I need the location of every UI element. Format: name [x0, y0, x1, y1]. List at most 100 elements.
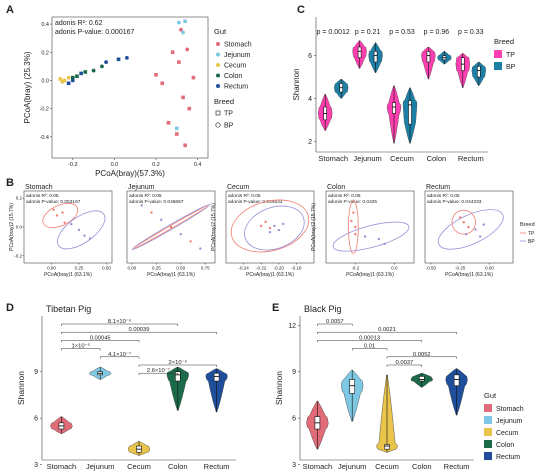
box-colon-box: [418, 376, 425, 382]
panel-e-violin: 3 6 9 12 Shannon Black Pig Stomach Jejunum Cecum…: [274, 304, 524, 471]
ellipse-tp: [133, 205, 209, 249]
adonis-pvalue: adonis P-value: 0.044333: [427, 199, 482, 205]
y-tick-label: 2: [308, 139, 312, 146]
point-tp: [52, 208, 55, 211]
point-tp: [264, 220, 267, 224]
point-stomach: [175, 132, 179, 136]
x-tick-label: Cecum: [390, 154, 414, 163]
legend-title: Breed: [494, 37, 514, 46]
box-rectum-box: [453, 374, 460, 386]
legend-swatch: [216, 73, 220, 78]
sig-bracket: [138, 372, 179, 376]
x-tick-label: 0.50: [176, 266, 185, 271]
point-tp: [268, 226, 272, 230]
point-bp: [377, 237, 380, 241]
y-axis-label: PCoA(bray)2 (15.7%): [9, 203, 15, 251]
point-cecum: [60, 79, 65, 84]
y-axis-label: PCoA(bray)2 (15.7%): [311, 203, 317, 251]
point-bp: [199, 247, 202, 250]
legend-swatch: [216, 84, 220, 88]
x-tick-label: Colon: [412, 462, 432, 471]
sig-bracket: [386, 356, 457, 359]
legend-tp-swatch: [494, 50, 502, 58]
panel-c-violin: 2 4 6 Shannon Stomach p = 0.0012 Jejunum p = 0.…: [292, 17, 516, 163]
point-bp: [77, 228, 81, 232]
plot-frame: [126, 190, 216, 264]
legend-label: Cecum: [224, 63, 246, 70]
y-tick-label: 4: [308, 96, 312, 103]
sig-bracket-label: 0.00039: [129, 327, 150, 333]
box-rectum-box: [213, 372, 220, 382]
legend-label: BP: [528, 239, 535, 245]
sig-bracket: [99, 356, 140, 359]
point-colon: [83, 70, 88, 74]
sig-bracket-label: 0.0052: [413, 352, 431, 358]
y-tick-label: 6: [292, 416, 296, 423]
legend-label: TP: [528, 231, 535, 237]
x-tick-label: 0.0: [111, 162, 119, 168]
x-tick-label: 0.25: [152, 266, 161, 271]
point-tp: [459, 216, 462, 219]
point-bp: [88, 237, 92, 240]
x-axis-label: PCoA(bray)1 (63.1%): [346, 272, 394, 278]
legend-swatch: [216, 63, 220, 67]
box-jejunum-box: [349, 379, 356, 394]
panel-label-e: E: [272, 302, 279, 314]
pvalue-label: p = 0.96: [424, 29, 450, 36]
plot-frame: [225, 190, 315, 264]
x-tick-label: -0.18: [291, 266, 302, 271]
point-colon: [75, 74, 79, 79]
panel-label-c: C: [297, 4, 305, 16]
legend-label: Colon: [496, 442, 514, 449]
box-tp-box: [357, 46, 362, 59]
x-tick-label: -0.24: [238, 266, 249, 271]
y-axis-label: Shannon: [274, 371, 284, 405]
subplot-title: Jejunum: [128, 184, 155, 191]
plot-frame: [325, 190, 415, 264]
adonis-r2: adonis R²: 0.05: [328, 193, 361, 199]
point-bp: [268, 230, 272, 234]
point-jejunum: [175, 126, 179, 131]
legend-title: Breed: [520, 222, 535, 228]
x-tick-label: -0.22: [256, 266, 267, 271]
sig-bracket: [61, 348, 101, 351]
point-tp: [61, 211, 64, 214]
point-bp: [179, 233, 182, 236]
y-axis-label: PCoA(bray) (25.3%): [23, 51, 32, 123]
y-tick-label: 6: [34, 416, 38, 423]
legend-swatch: [484, 404, 492, 412]
sig-bracket-label: 0.0021: [378, 327, 396, 333]
point-stomach: [183, 143, 187, 148]
point-rectum: [66, 81, 71, 86]
point-colon: [91, 68, 96, 73]
panel-label-a: A: [6, 4, 14, 16]
sig-bracket-label: 4.1×10⁻⁷: [108, 351, 131, 358]
point-rectum: [104, 60, 108, 65]
point-jejunum: [176, 20, 181, 25]
x-tick-label: 0.4: [194, 162, 202, 168]
legend-swatch: [484, 452, 492, 460]
sig-bracket-label: 8.1×10⁻⁶: [108, 318, 132, 325]
point-bp: [83, 234, 86, 237]
point-stomach: [185, 47, 190, 52]
subplot-title: Cecum: [227, 184, 249, 191]
x-tick-label: Rectum: [458, 154, 484, 163]
legend-label: Stomach: [496, 406, 524, 413]
x-tick-label: 0.25: [75, 266, 84, 271]
box-tp-box: [426, 50, 431, 63]
y-tick-label: 0.0: [41, 78, 49, 84]
adonis-r2: adonis R²: 0.05: [26, 193, 59, 199]
ellipse-tp: [348, 200, 359, 254]
x-tick-label: Jejunum: [353, 154, 381, 163]
y-tick-label: 0.0: [16, 225, 23, 230]
y-tick-label: 9: [292, 369, 296, 376]
sig-bracket-label: 0.01: [364, 344, 375, 350]
adonis-r2: adonis R²: 0.05: [228, 193, 261, 199]
y-axis-label: Shannon: [16, 371, 26, 405]
point-tp: [462, 221, 465, 224]
ellipse-bp: [437, 209, 504, 250]
